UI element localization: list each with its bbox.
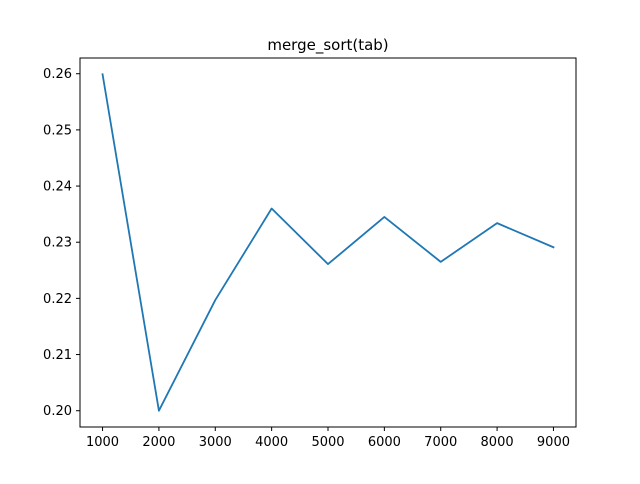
y-axis: 0.20 0.21 0.22 0.23 0.24 0.25 0.26 xyxy=(43,67,80,419)
x-tick-label: 8000 xyxy=(481,435,514,450)
chart-title: merge_sort(tab) xyxy=(267,36,388,55)
y-tick-label: 0.21 xyxy=(43,348,72,363)
x-tick-label: 3000 xyxy=(199,435,232,450)
y-tick-label: 0.24 xyxy=(43,180,72,195)
y-tick-label: 0.23 xyxy=(43,236,72,251)
series-layer xyxy=(101,73,555,412)
x-tick-label: 4000 xyxy=(255,435,288,450)
plot-frame xyxy=(79,57,577,428)
x-axis: 1000 2000 3000 4000 5000 6000 7000 8000 9000 xyxy=(86,427,570,450)
x-tick-label: 6000 xyxy=(368,435,401,450)
x-tick-label: 1000 xyxy=(86,435,119,450)
y-tick-label: 0.20 xyxy=(43,404,72,419)
series-line xyxy=(101,73,555,412)
x-tick-label: 9000 xyxy=(537,435,570,450)
y-tick-label: 0.25 xyxy=(43,123,72,138)
x-tick-label: 7000 xyxy=(424,435,457,450)
x-tick-label: 2000 xyxy=(142,435,175,450)
y-tick-label: 0.26 xyxy=(43,67,72,82)
x-tick-label: 5000 xyxy=(311,435,344,450)
y-tick-label: 0.22 xyxy=(43,292,72,307)
